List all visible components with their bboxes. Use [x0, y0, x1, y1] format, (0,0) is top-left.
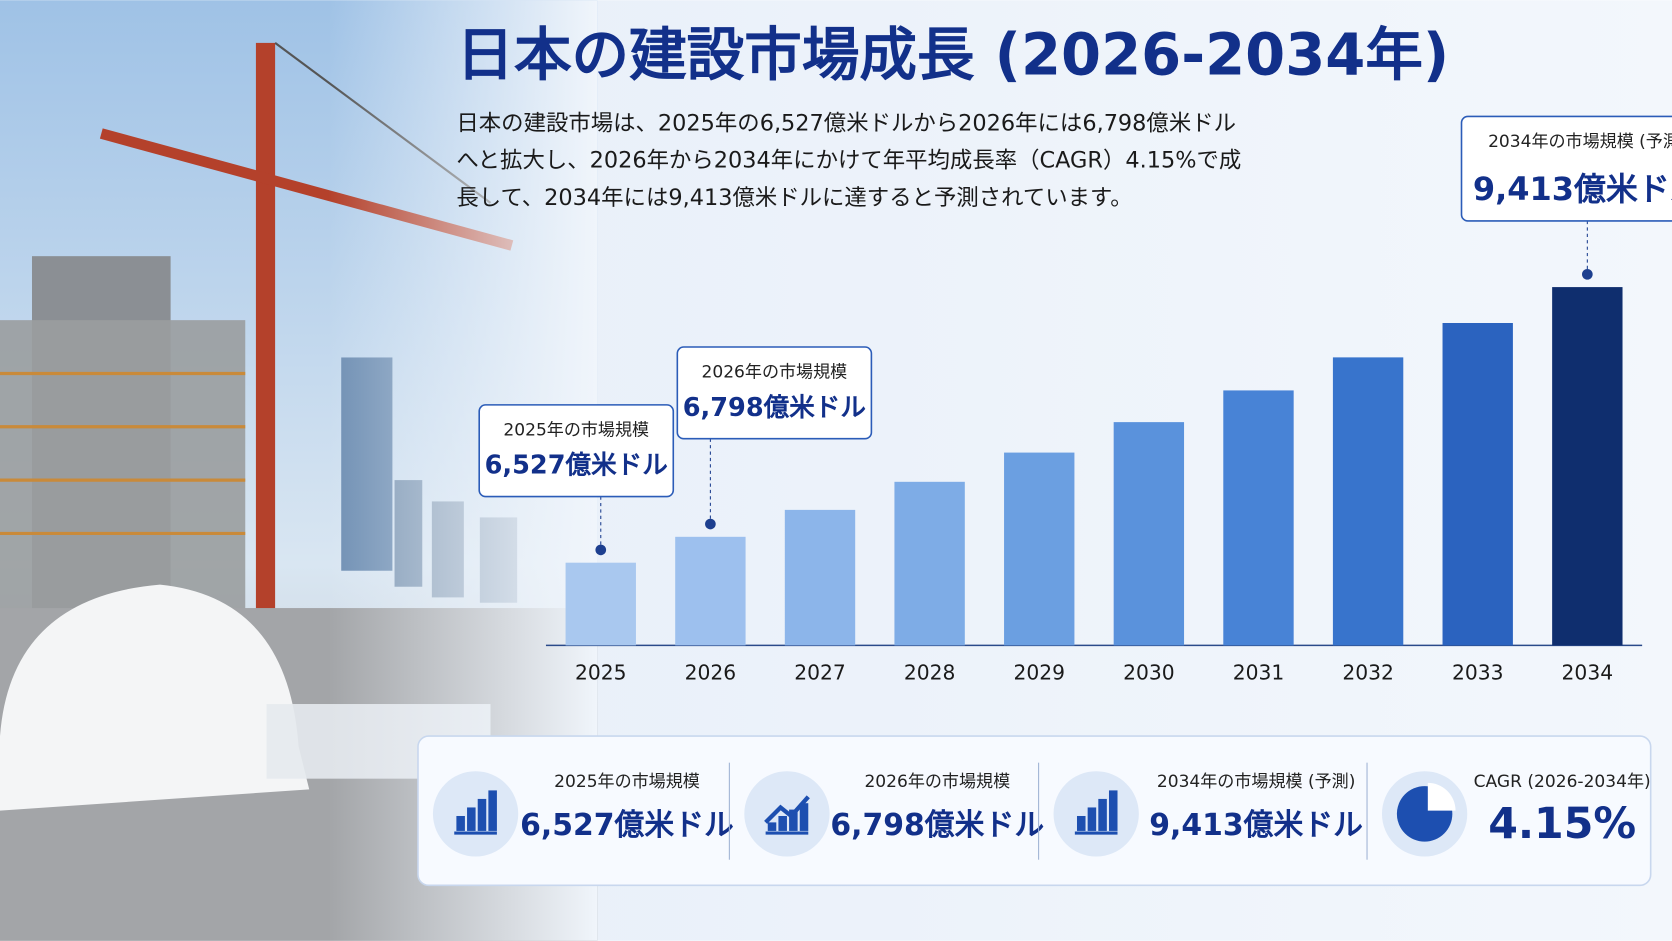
x-tick-label: 2034 [1562, 661, 1614, 685]
bar [1004, 452, 1075, 646]
stat-label: 2025年の市場規模 [554, 772, 700, 792]
stat-label: 2034年の市場規模 (予測) [1157, 772, 1355, 792]
stat-icon [1076, 815, 1086, 831]
callout-box [676, 346, 873, 440]
stat-icon [456, 815, 465, 831]
stats: 2025年の市場規模 6,527億米ドル 2026年の市場規模 6,798億米ドル 20… [432, 762, 1651, 860]
stat-icon [467, 807, 476, 831]
bar [565, 562, 636, 646]
stat-icon [1098, 798, 1107, 831]
x-tick-label: 2033 [1452, 661, 1504, 685]
x-tick-label: 2032 [1342, 661, 1394, 685]
callout-title: 2025年の市場規模 [503, 420, 649, 440]
bar [1223, 390, 1294, 646]
bar [675, 536, 746, 646]
stat-icon [1427, 782, 1456, 811]
stat-icon [477, 798, 487, 831]
x-tick-label: 2027 [794, 661, 846, 685]
stat-icon [789, 809, 798, 831]
x-tick-label: 2028 [904, 661, 956, 685]
title: 日本の建設市場成長 (2026-2034年) [456, 22, 1449, 89]
value-label: 6,527億米ドル [485, 451, 668, 481]
x-tick-label: 2026 [685, 661, 737, 685]
callout-dot [705, 518, 716, 530]
bar [894, 481, 965, 646]
bar [1113, 422, 1185, 646]
callout-dot [1582, 268, 1593, 280]
stat-icon [778, 815, 787, 831]
bar [784, 509, 856, 646]
callout-title: 2026年の市場規模 [702, 363, 848, 383]
stat-label: CAGR (2026-2034年) [1474, 772, 1651, 792]
stat-label: 2026年の市場規模 [864, 772, 1010, 792]
stat-value: 6,527億米ドル [520, 808, 734, 843]
x-tick-label: 2029 [1013, 661, 1065, 685]
x-tick-label: 2025 [575, 661, 627, 685]
x-tick-label: 2031 [1233, 661, 1285, 685]
stat-icon [767, 822, 777, 831]
bar [1442, 322, 1513, 646]
bar [1332, 357, 1404, 646]
stat-value: 6,798億米ドル [830, 808, 1044, 843]
stat-icon [764, 795, 810, 824]
stats-panel [417, 735, 1652, 887]
callout-box [1460, 115, 1672, 222]
stat-value: 9,413億米ドル [1149, 808, 1363, 843]
value-label: 6,798億米ドル [683, 393, 866, 423]
description-box: 日本の建設市場は、2025年の6,527億米ドルから2026年には6,798億米… [456, 110, 1242, 211]
stat-icon [488, 790, 497, 831]
stat-value: 4.15% [1488, 799, 1636, 849]
callout-title: 2034年の市場規模 (予測) [1488, 132, 1672, 152]
stat-icon [799, 803, 809, 831]
stat-icon [1087, 807, 1097, 831]
x-tick-label: 2030 [1123, 661, 1175, 685]
bar [1552, 287, 1623, 646]
description: 日本の建設市場は、2025年の6,527億米ドルから2026年には6,798億米… [456, 110, 1242, 211]
value-label: 9,413億米ドル [1473, 170, 1672, 208]
stat-icon [1108, 790, 1118, 831]
callout-dot [595, 544, 607, 556]
bar-chart: 2025 2025年の市場規模 6,527億米ドル 2026 2026年の市場規模 6,7… [478, 115, 1672, 685]
callout-box [478, 404, 675, 498]
